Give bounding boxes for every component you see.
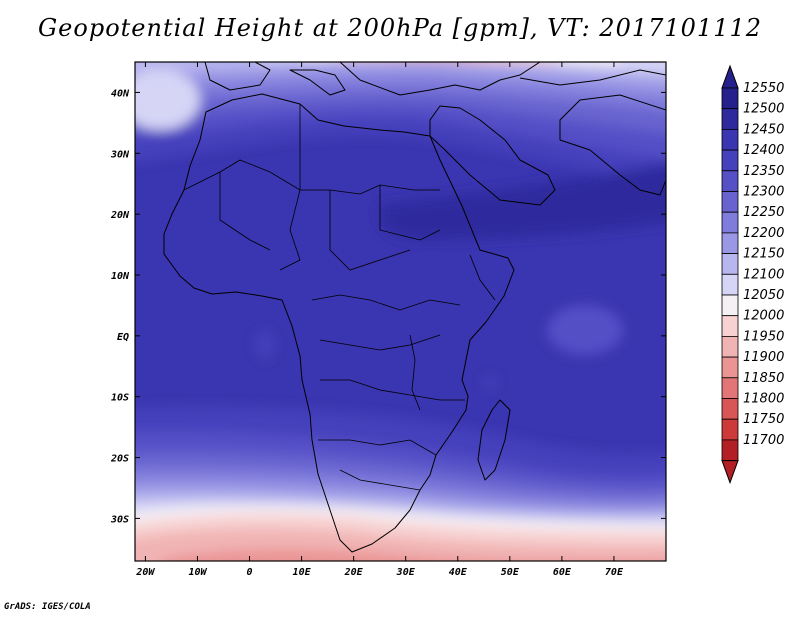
colorbar-label: 12450 xyxy=(743,122,784,137)
colorbar-swatch xyxy=(721,87,739,110)
lon-tick-label: 20W xyxy=(135,567,155,578)
colorbar-swatch xyxy=(721,315,739,337)
colorbar-label: 11750 xyxy=(743,412,784,427)
lat-tick-label: 30S xyxy=(110,514,129,525)
longitude-axis: 20W 10W 0 10E 20E 30E 40E 50E 60E 70E xyxy=(135,62,624,578)
lon-tick-label: 50E xyxy=(501,567,520,578)
lon-tick-label: 10E xyxy=(293,567,312,578)
colorbar-label: 12050 xyxy=(743,288,784,303)
colorbar-swatch xyxy=(721,356,739,379)
lon-tick-label: 70E xyxy=(605,567,624,578)
colorbar-label: 12200 xyxy=(743,226,784,241)
colorbar-label: 11850 xyxy=(743,371,784,386)
lon-tick-label: 10W xyxy=(188,567,207,578)
credit-label: GrADS: IGES/COLA xyxy=(4,602,91,612)
colorbar-swatch xyxy=(721,128,739,151)
colorbar-swatch xyxy=(721,170,739,192)
colorbar-swatch xyxy=(721,377,739,399)
colorbar-label: 12300 xyxy=(743,185,784,200)
colorbar-swatch xyxy=(721,398,739,420)
lat-tick-label: 20N xyxy=(110,210,130,221)
lon-tick-label: 30E xyxy=(396,567,416,578)
colorbar-swatch xyxy=(721,294,739,317)
country-borders xyxy=(183,104,496,491)
colorbar-label: 12250 xyxy=(743,205,784,220)
colorbar-label: 12500 xyxy=(743,102,784,117)
lon-tick-label: 40E xyxy=(449,567,468,578)
colorbar-swatch xyxy=(721,108,739,130)
colorbar-swatch xyxy=(721,273,739,296)
colorbar-label: 12150 xyxy=(743,247,784,262)
latitude-axis: 40N 30N 20N 10N EQ 10S 20S 30S xyxy=(110,88,666,525)
colorbar-max-arrow xyxy=(721,64,739,89)
lat-tick-label: 40N xyxy=(111,88,130,99)
map-title: Geopotential Height at 200hPa [gpm], VT:… xyxy=(38,14,762,42)
lon-tick-label: 60E xyxy=(553,567,572,578)
lat-tick-label: 20S xyxy=(110,454,129,465)
lat-tick-label: 30N xyxy=(110,149,130,160)
colorbar: 12550 12500 12450 12400 12350 12300 12250 12200… xyxy=(721,64,784,485)
colorbar-label: 12350 xyxy=(743,164,784,179)
colorbar-swatch xyxy=(721,211,739,234)
colorbar-label: 11800 xyxy=(743,392,784,407)
colorbar-swatch xyxy=(721,335,739,358)
colorbar-label: 12100 xyxy=(743,267,784,282)
colorbar-label: 12400 xyxy=(743,143,784,158)
colorbar-min-arrow xyxy=(721,460,739,485)
lon-tick-label: 20E xyxy=(344,567,364,578)
colorbar-label: 12000 xyxy=(743,309,784,324)
colorbar-swatch xyxy=(721,232,739,254)
colorbar-swatch xyxy=(721,253,739,275)
colorbar-swatch xyxy=(721,149,739,172)
colorbar-label: 11950 xyxy=(743,329,784,344)
map-frame xyxy=(134,61,667,562)
coastlines xyxy=(163,62,666,553)
lat-tick-label: EQ xyxy=(117,332,129,343)
lat-tick-label: 10N xyxy=(111,271,130,282)
colorbar-label: 11700 xyxy=(743,433,784,448)
lon-tick-label: 0 xyxy=(247,567,253,578)
colorbar-swatch xyxy=(721,439,739,461)
colorbar-swatch xyxy=(721,418,739,441)
colorbar-label: 11900 xyxy=(743,350,784,365)
colorbar-label: 12550 xyxy=(743,81,784,96)
lat-tick-label: 10S xyxy=(111,393,129,404)
colorbar-swatch xyxy=(721,191,739,213)
height-field xyxy=(135,62,666,561)
